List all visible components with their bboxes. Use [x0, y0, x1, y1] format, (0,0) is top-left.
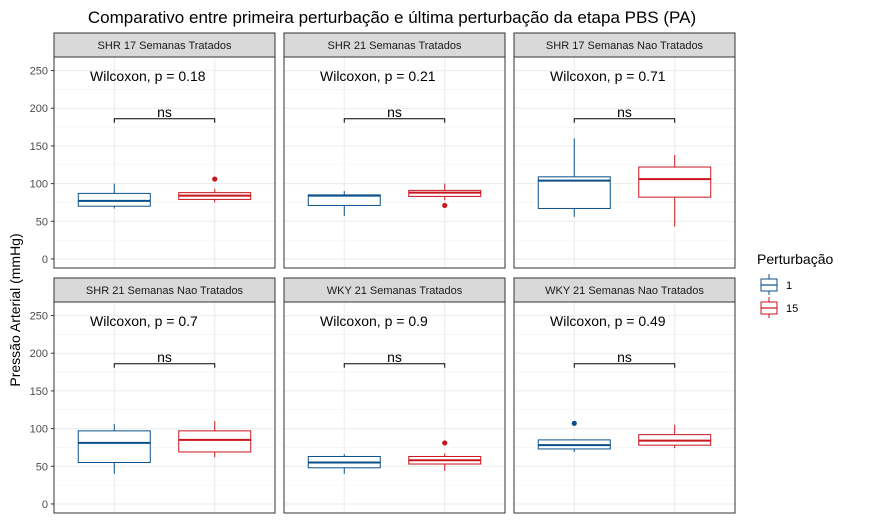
facet-panel: WKY 21 Semanas Tratados ns Wilcoxon, p = 0… [283, 277, 506, 514]
significance-bracket [573, 118, 676, 123]
facet-panel: SHR 17 Semanas Nao Tratados ns Wilcoxon, p… [513, 32, 736, 269]
test-label: Wilcoxon, p = 0.9 [320, 313, 428, 329]
box-iqr [178, 430, 252, 453]
box-outlier [571, 420, 577, 426]
panel-border [513, 56, 736, 269]
test-label: Wilcoxon, p = 0.21 [320, 68, 436, 84]
facet-panel: SHR 21 Semanas Tratados ns Wilcoxon, p = 0… [283, 32, 506, 269]
y-tick-label: 200 [30, 348, 48, 360]
panel-background [54, 302, 275, 513]
y-tick-label: 150 [30, 386, 48, 398]
box-outlier [442, 440, 448, 446]
facet-strip-label: SHR 17 Semanas Nao Tratados [546, 40, 704, 52]
facet-strip-label: SHR 21 Semanas Tratados [328, 40, 462, 52]
panel-background [514, 302, 735, 513]
y-tick-label: 100 [30, 179, 48, 191]
box-iqr [77, 430, 151, 464]
box-outlier [212, 176, 218, 182]
panel-border [283, 301, 506, 514]
box-iqr [638, 166, 712, 198]
y-tick-label: 0 [42, 254, 48, 266]
significance-bracket [343, 118, 446, 123]
panel-background [514, 57, 735, 268]
chart-title: Comparativo entre primeira perturbação e… [88, 8, 696, 27]
facet-strip [53, 277, 276, 303]
significance-bracket [113, 118, 216, 123]
box-iqr [537, 176, 611, 209]
y-tick-label: 250 [30, 66, 48, 78]
significance-bracket [113, 363, 216, 368]
box-outlier [442, 202, 448, 209]
legend-label: 15 [786, 303, 798, 315]
panel-border [513, 301, 736, 514]
test-label: Wilcoxon, p = 0.7 [90, 313, 198, 329]
significance-bracket [573, 363, 676, 368]
facet-strip [513, 32, 736, 58]
legend-items: 1 15 [760, 274, 798, 318]
panel-background [54, 57, 275, 268]
facet-strip-label: WKY 21 Semanas Nao Tratados [545, 285, 704, 297]
significance-label: ns [157, 349, 172, 365]
y-tick-label: 100 [30, 424, 48, 436]
facet-panel: SHR 17 Semanas Tratados 0 50 100 150 200 250 ns… [30, 32, 276, 269]
y-tick-label: 50 [36, 216, 48, 228]
y-tick-label: 250 [30, 311, 48, 323]
significance-label: ns [157, 104, 172, 120]
panel-border [283, 56, 506, 269]
test-label: Wilcoxon, p = 0.49 [550, 313, 666, 329]
panel-border [53, 56, 276, 269]
panel-background [284, 57, 505, 268]
y-tick-label: 0 [42, 499, 48, 511]
significance-label: ns [387, 104, 402, 120]
facet-strip [513, 277, 736, 303]
significance-label: ns [617, 104, 632, 120]
test-label: Wilcoxon, p = 0.71 [550, 68, 666, 84]
test-label: Wilcoxon, p = 0.18 [90, 68, 206, 84]
y-tick-label: 150 [30, 141, 48, 153]
facet-strip [283, 32, 506, 58]
facet-strip-label: SHR 17 Semanas Tratados [98, 40, 232, 52]
y-axis-label: Pressão Arterial (mmHg) [7, 233, 23, 386]
panel-background [284, 302, 505, 513]
facet-panel: SHR 21 Semanas Nao Tratados 0 50 100 150 200 2… [30, 277, 276, 514]
legend-item: 1 [760, 274, 792, 295]
significance-bracket [343, 363, 446, 368]
facet-strip [53, 32, 276, 58]
box-iqr [77, 192, 151, 207]
significance-label: ns [387, 349, 402, 365]
legend-title: Perturbação [757, 251, 833, 267]
facet-panels: SHR 17 Semanas Tratados 0 50 100 150 200 250 ns… [30, 32, 736, 514]
y-tick-label: 50 [36, 461, 48, 473]
facet-strip [283, 277, 506, 303]
legend: Perturbação 1 15 [757, 251, 833, 318]
legend-label: 1 [786, 280, 792, 292]
facet-panel: WKY 21 Semanas Nao Tratados ns Wilcoxon, p… [513, 277, 736, 514]
facet-strip-label: SHR 21 Semanas Nao Tratados [86, 285, 244, 297]
y-tick-label: 200 [30, 103, 48, 115]
panel-border [53, 301, 276, 514]
legend-item: 15 [760, 297, 798, 318]
facet-strip-label: WKY 21 Semanas Tratados [327, 285, 463, 297]
significance-label: ns [617, 349, 632, 365]
